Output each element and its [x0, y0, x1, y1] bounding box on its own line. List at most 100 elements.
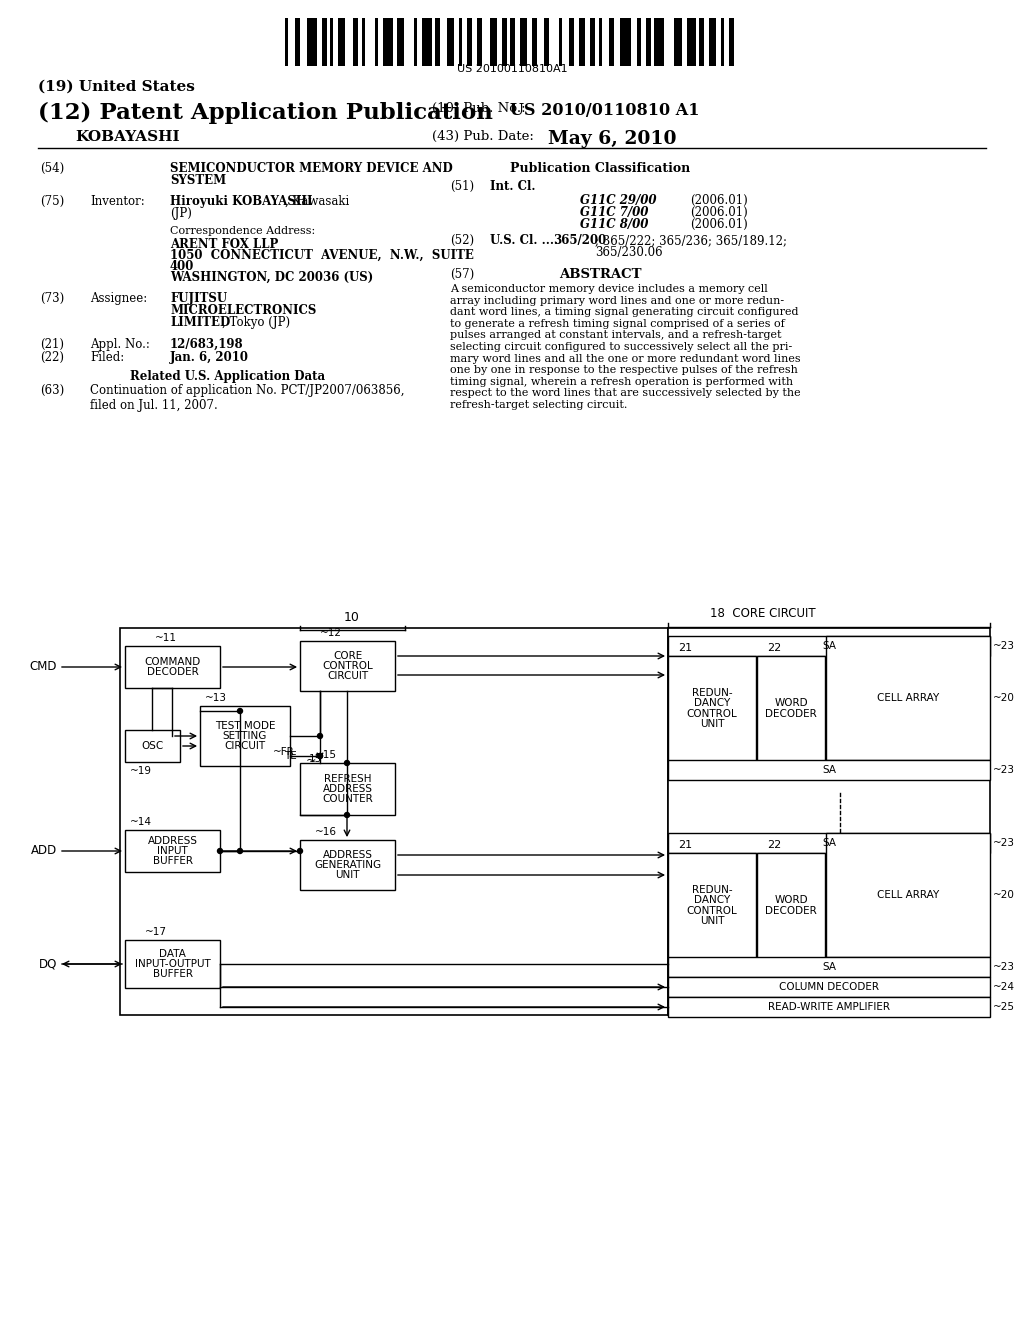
- Text: 365/230.06: 365/230.06: [595, 246, 663, 259]
- Bar: [826, 833, 990, 957]
- Text: (52): (52): [450, 234, 474, 247]
- Bar: [637, 18, 641, 66]
- Bar: [687, 18, 695, 66]
- Text: (57): (57): [450, 268, 474, 281]
- Text: G11C 7/00: G11C 7/00: [580, 206, 648, 219]
- Text: US 20100110810A1: US 20100110810A1: [457, 63, 567, 74]
- Text: UNIT: UNIT: [699, 718, 724, 729]
- Bar: [285, 18, 289, 66]
- Text: BUFFER: BUFFER: [153, 969, 193, 979]
- Text: DANCY: DANCY: [694, 698, 730, 709]
- Text: REFRESH: REFRESH: [324, 774, 372, 784]
- Text: INPUT-OUTPUT: INPUT-OUTPUT: [134, 960, 210, 969]
- Text: FUJITSU: FUJITSU: [170, 292, 227, 305]
- Bar: [668, 656, 756, 762]
- Text: ADDRESS: ADDRESS: [323, 784, 373, 795]
- Text: , Kawasaki: , Kawasaki: [285, 195, 349, 209]
- Bar: [120, 628, 668, 1015]
- Bar: [510, 18, 515, 66]
- Text: ~23: ~23: [993, 642, 1015, 651]
- Text: DATA: DATA: [159, 949, 186, 958]
- Text: BUFFER: BUFFER: [153, 857, 193, 866]
- Text: CIRCUIT: CIRCUIT: [327, 671, 368, 681]
- Text: (73): (73): [40, 292, 65, 305]
- Bar: [591, 18, 595, 66]
- Text: ~15: ~15: [315, 750, 337, 760]
- Bar: [322, 18, 327, 66]
- Bar: [520, 18, 527, 66]
- Text: SA: SA: [822, 766, 836, 775]
- Text: ~17: ~17: [145, 927, 167, 937]
- Text: (2006.01): (2006.01): [690, 194, 748, 207]
- Text: DECODER: DECODER: [765, 709, 817, 718]
- Text: REDUN-: REDUN-: [691, 886, 732, 895]
- Text: ~19: ~19: [130, 766, 152, 776]
- Text: 400: 400: [170, 260, 195, 273]
- Text: DECODER: DECODER: [765, 906, 817, 916]
- Text: SA: SA: [822, 962, 836, 972]
- Bar: [361, 18, 366, 66]
- Text: , Tokyo (JP): , Tokyo (JP): [222, 315, 290, 329]
- Text: G11C 29/00: G11C 29/00: [580, 194, 656, 207]
- Text: (51): (51): [450, 180, 474, 193]
- Bar: [446, 18, 454, 66]
- Bar: [757, 656, 825, 762]
- Bar: [125, 940, 220, 987]
- Text: Int. Cl.: Int. Cl.: [490, 180, 536, 193]
- Text: MICROELECTRONICS: MICROELECTRONICS: [170, 304, 316, 317]
- Text: ~24: ~24: [993, 982, 1015, 993]
- Text: WORD: WORD: [774, 698, 808, 709]
- Text: REDUN-: REDUN-: [691, 688, 732, 698]
- Text: CONTROL: CONTROL: [323, 661, 373, 671]
- Text: (12) Patent Application Publication: (12) Patent Application Publication: [38, 102, 493, 124]
- Bar: [645, 18, 650, 66]
- Bar: [721, 18, 724, 66]
- Text: COLUMN DECODER: COLUMN DECODER: [779, 982, 879, 993]
- Text: ~: ~: [306, 754, 316, 767]
- Circle shape: [317, 754, 323, 759]
- Text: CORE: CORE: [333, 651, 362, 661]
- Bar: [757, 853, 825, 958]
- Bar: [397, 18, 403, 66]
- Text: ARENT FOX LLP: ARENT FOX LLP: [170, 238, 279, 251]
- Bar: [422, 18, 432, 66]
- Text: TE: TE: [285, 751, 297, 762]
- Text: SEMICONDUCTOR MEMORY DEVICE AND: SEMICONDUCTOR MEMORY DEVICE AND: [170, 162, 453, 176]
- Text: UNIT: UNIT: [699, 916, 724, 925]
- Text: ~12: ~12: [319, 628, 342, 638]
- Bar: [375, 18, 379, 66]
- Text: Jan. 6, 2010: Jan. 6, 2010: [170, 351, 249, 364]
- Text: ; 365/222; 365/236; 365/189.12;: ; 365/222; 365/236; 365/189.12;: [595, 234, 787, 247]
- Circle shape: [344, 760, 349, 766]
- Bar: [674, 18, 682, 66]
- Text: CIRCUIT: CIRCUIT: [224, 741, 265, 751]
- Bar: [668, 833, 990, 853]
- Text: Assignee:: Assignee:: [90, 292, 147, 305]
- Bar: [579, 18, 586, 66]
- Text: Related U.S. Application Data: Related U.S. Application Data: [130, 370, 326, 383]
- Bar: [668, 997, 990, 1016]
- Text: ~23: ~23: [993, 962, 1015, 972]
- Bar: [668, 957, 990, 977]
- Bar: [490, 18, 497, 66]
- Bar: [459, 18, 462, 66]
- Text: 21: 21: [678, 643, 692, 653]
- Bar: [300, 642, 395, 690]
- Text: CONTROL: CONTROL: [687, 906, 737, 916]
- Text: COUNTER: COUNTER: [323, 795, 373, 804]
- Text: (21): (21): [40, 338, 63, 351]
- Text: 21: 21: [678, 840, 692, 850]
- Bar: [353, 18, 358, 66]
- Text: A semiconductor memory device includes a memory cell
array including primary wor: A semiconductor memory device includes a…: [450, 284, 801, 411]
- Text: (19) United States: (19) United States: [38, 81, 195, 94]
- Circle shape: [217, 849, 222, 854]
- Text: ~23: ~23: [993, 766, 1015, 775]
- Text: 1050  CONNECTICUT  AVENUE,  N.W.,  SUITE: 1050 CONNECTICUT AVENUE, N.W., SUITE: [170, 249, 474, 261]
- Text: (JP): (JP): [170, 207, 191, 220]
- Circle shape: [317, 754, 323, 759]
- Bar: [338, 18, 345, 66]
- Text: Continuation of application No. PCT/JP2007/063856,
filed on Jul. 11, 2007.: Continuation of application No. PCT/JP20…: [90, 384, 404, 412]
- Bar: [668, 636, 990, 656]
- Text: SETTING: SETTING: [223, 731, 267, 741]
- Text: ~13: ~13: [205, 693, 227, 704]
